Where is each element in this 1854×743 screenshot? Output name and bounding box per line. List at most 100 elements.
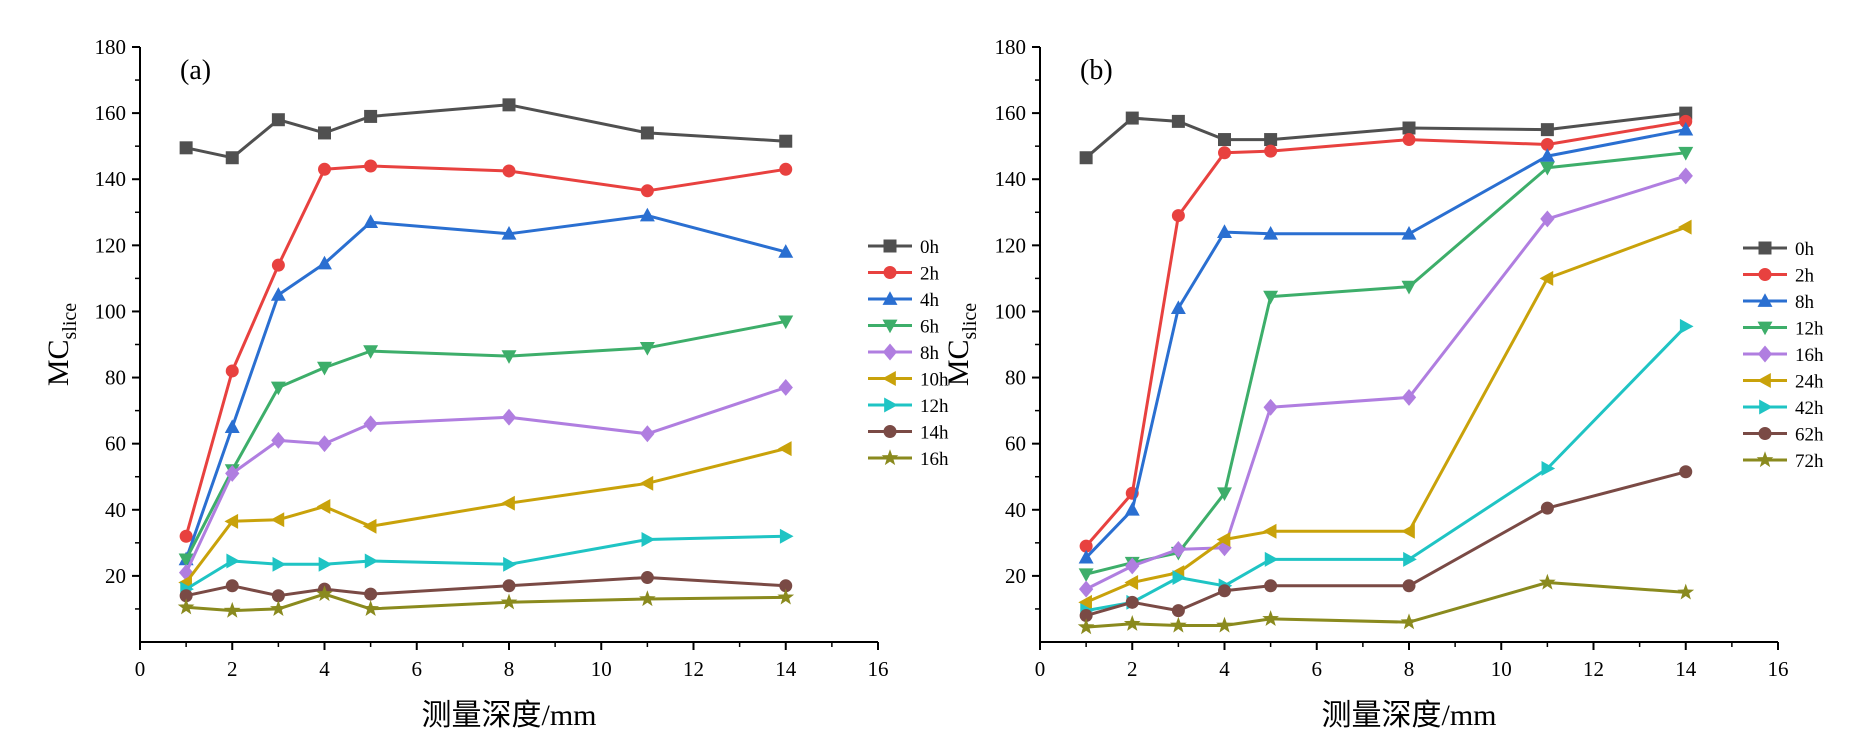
data-point-12h (1217, 487, 1232, 502)
data-point-62h (1402, 579, 1416, 593)
y-tick-label: 120 (95, 233, 127, 257)
y-tick-label: 20 (1005, 564, 1026, 588)
y-tick-label: 160 (95, 101, 127, 125)
data-point-8h (1401, 225, 1417, 240)
x-tick-label: 8 (1404, 657, 1415, 681)
data-point-72h (1677, 583, 1695, 600)
x-tick-label: 12 (1583, 657, 1604, 681)
data-point-12h (1078, 568, 1094, 583)
data-point-0h (364, 109, 378, 123)
data-point-72h (1077, 618, 1095, 635)
legend-item-42h: 42h (1743, 398, 1824, 419)
x-tick-label: 0 (1035, 657, 1046, 681)
panel-label: (a) (180, 55, 211, 86)
data-point-2h (640, 184, 654, 198)
x-tick-label: 6 (412, 657, 423, 681)
legend-item-62h: 62h (1743, 425, 1824, 446)
x-tick-label: 6 (1312, 657, 1323, 681)
data-point-16h (177, 598, 195, 615)
data-point-2h (179, 529, 193, 543)
legend-marker (1757, 373, 1771, 388)
legend-marker (1758, 268, 1772, 281)
legend-marker (1758, 241, 1772, 255)
data-point-4h (317, 255, 332, 270)
data-point-2h (1679, 114, 1693, 128)
legend-marker (882, 291, 898, 305)
y-tick-label: 140 (95, 167, 127, 191)
data-point-24h (1401, 523, 1415, 539)
data-point-8h (640, 425, 655, 443)
data-point-0h (318, 126, 331, 140)
data-point-8h (1170, 300, 1186, 314)
y-tick-label: 120 (995, 233, 1027, 257)
data-point-42h (1679, 318, 1694, 334)
legend-item-8h: 8h (868, 343, 940, 364)
y-tick-label: 140 (995, 167, 1027, 191)
data-point-8h (1263, 225, 1279, 240)
data-point-16h (270, 600, 287, 617)
data-point-10h (777, 441, 792, 457)
x-tick-label: 2 (227, 657, 238, 681)
data-point-16h (316, 585, 333, 602)
legend-marker (883, 239, 897, 253)
legend-item-12h: 12h (868, 396, 949, 417)
series-line-62h (1085, 470, 1687, 618)
data-point-62h (1264, 579, 1278, 593)
data-point-8h (1078, 549, 1094, 564)
legend-item-16h: 16h (1743, 345, 1824, 366)
series-line-8h (184, 386, 787, 574)
y-tick-label: 40 (105, 498, 126, 522)
legend-marker (1759, 399, 1773, 415)
data-point-62h (1079, 609, 1093, 623)
data-point-10h (501, 495, 515, 511)
series-line-16h (185, 592, 786, 613)
legend-item-4h: 4h (868, 290, 940, 311)
series-line-4h (184, 214, 787, 560)
data-point-6h (270, 381, 286, 396)
x-tick-label: 2 (1127, 657, 1138, 681)
legend-label: 72h (1795, 451, 1824, 472)
legend-label: 14h (920, 423, 949, 444)
data-point-16h (1171, 540, 1186, 558)
series-16h (177, 585, 795, 618)
legend-label: 62h (1795, 425, 1824, 446)
series-line-24h (1085, 225, 1687, 604)
legend-marker (882, 371, 896, 386)
data-point-12h (364, 553, 379, 569)
legend-item-14h: 14h (868, 423, 949, 444)
data-point-24h (1078, 594, 1092, 610)
data-point-12h (1678, 146, 1694, 161)
series-line-12h (185, 534, 786, 591)
y-axis-title: MCslice (942, 303, 981, 386)
data-point-8h (1217, 224, 1232, 238)
data-point-12h (318, 556, 333, 572)
legend-label: 0h (920, 237, 940, 258)
series-8h (1078, 121, 1694, 564)
data-point-8h (1678, 121, 1694, 136)
x-tick-label: 8 (504, 657, 515, 681)
legend-item-0h: 0h (1743, 239, 1815, 260)
y-tick-label: 180 (95, 35, 127, 59)
data-point-2h (364, 159, 378, 173)
legend-item-12h: 12h (1743, 319, 1824, 340)
data-point-12h (779, 528, 794, 544)
panel-label: (b) (1080, 55, 1113, 86)
data-point-16h (500, 593, 518, 610)
data-point-2h (1171, 209, 1185, 223)
data-point-8h (317, 435, 332, 453)
series-12h (1078, 146, 1694, 583)
y-axis-title-main: MC (42, 339, 75, 386)
data-point-8h (1124, 501, 1140, 516)
data-point-14h (225, 579, 239, 593)
data-point-42h (1264, 551, 1279, 567)
legend-label: 2h (1795, 266, 1815, 287)
legend-marker (1758, 427, 1772, 440)
data-point-2h (1264, 144, 1278, 158)
legend-item-2h: 2h (1743, 266, 1815, 287)
data-point-0h (502, 98, 516, 112)
x-tick-label: 10 (1491, 657, 1512, 681)
data-point-0h (1218, 133, 1231, 147)
series-line-0h (185, 103, 786, 160)
data-point-16h (362, 600, 379, 617)
